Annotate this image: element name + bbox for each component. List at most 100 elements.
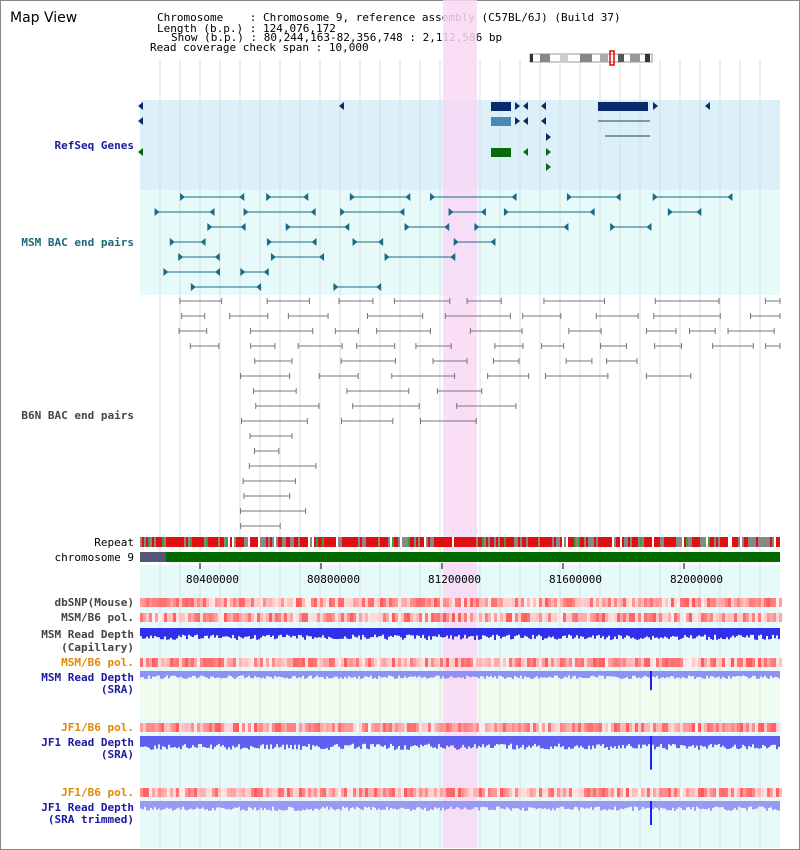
read-depth-bar <box>406 801 408 809</box>
label-dbsnp[interactable]: dbSNP(Mouse) <box>54 596 134 609</box>
read-depth-bar <box>674 801 676 811</box>
read-depth-bar <box>708 628 710 637</box>
pol-strip-cell <box>293 658 296 667</box>
read-depth-bar <box>706 628 708 640</box>
read-depth-bar <box>408 801 410 809</box>
read-depth-bar <box>702 628 704 637</box>
msm-bac-end <box>696 208 702 216</box>
read-depth-bar <box>488 671 490 677</box>
pol-strip-cell <box>389 613 392 622</box>
label-msm-b6-pol-2[interactable]: MSM/B6 pol. <box>61 656 134 669</box>
repeat-segment <box>414 537 416 547</box>
pol-strip-cell <box>779 598 782 607</box>
msm-bac-track[interactable] <box>154 193 733 291</box>
read-depth-bar <box>700 628 702 637</box>
repeat-segment <box>268 537 270 547</box>
pol-strip-cell <box>425 658 428 667</box>
label-msm-bac[interactable]: MSM BAC end pairs <box>21 236 134 249</box>
label-msm-depth-cap[interactable]: MSM Read Depth <box>41 628 134 641</box>
pol-strip-cell <box>212 613 215 622</box>
read-depth-bar <box>236 671 238 678</box>
pol-strip-cell <box>503 723 506 732</box>
variation-tracks[interactable] <box>140 598 782 825</box>
read-depth-bar <box>526 628 528 637</box>
ideogram-band <box>560 54 568 62</box>
pol-strip-cell <box>215 723 218 732</box>
chromosome-ideogram[interactable] <box>529 50 653 66</box>
pol-strip-cell <box>557 598 560 607</box>
read-depth-bar <box>454 801 456 809</box>
read-depth-bar <box>304 671 306 679</box>
read-depth-bar <box>516 801 518 809</box>
read-depth-bar <box>636 736 638 749</box>
read-depth-bar <box>490 736 492 748</box>
repeat-segment <box>576 537 578 547</box>
read-depth-bar <box>752 671 754 676</box>
b6n-bac-track[interactable] <box>178 298 781 529</box>
label-jf1-b6-pol-1[interactable]: JF1/B6 pol. <box>61 721 134 734</box>
pol-strip-cell <box>635 658 638 667</box>
read-depth-bar <box>140 801 142 809</box>
repeat-segment <box>400 537 402 547</box>
read-depth-bar <box>538 628 540 635</box>
repeat-segment <box>224 537 226 547</box>
label-chromosome[interactable]: chromosome 9 <box>54 551 134 564</box>
label-repeat[interactable]: Repeat <box>94 536 134 549</box>
label-b6n-bac[interactable]: B6N BAC end pairs <box>21 409 134 422</box>
read-depth-bar <box>740 671 742 677</box>
read-depth-bar <box>150 801 152 809</box>
pol-strip-cell <box>380 598 383 607</box>
repeat-track[interactable] <box>140 537 780 547</box>
pol-strip-cell <box>710 613 713 622</box>
read-depth-bar <box>268 628 270 635</box>
read-depth-bar <box>604 671 606 679</box>
read-depth-bar <box>542 671 544 678</box>
read-depth-bar <box>572 736 574 749</box>
pol-strip-cell <box>551 723 554 732</box>
read-depth-bar <box>560 801 562 807</box>
label-msm-b6-pol-1[interactable]: MSM/B6 pol. <box>61 611 134 624</box>
pol-strip-cell <box>194 723 197 732</box>
repeat-segment <box>148 537 150 547</box>
repeat-segment <box>428 537 430 547</box>
label-jf1-depth-sra[interactable]: JF1 Read Depth <box>41 736 134 749</box>
read-depth-bar <box>596 736 598 745</box>
pol-strip-cell <box>299 658 302 667</box>
pol-strip-cell <box>404 658 407 667</box>
pol-strip-cell <box>680 658 683 667</box>
repeat-segment <box>766 537 768 547</box>
pol-strip-cell <box>368 723 371 732</box>
read-depth-bar <box>416 671 418 678</box>
pol-strip-cell <box>176 723 179 732</box>
read-depth-bar <box>670 628 672 637</box>
read-depth-bar <box>174 671 176 676</box>
label-jf1-b6-pol-2[interactable]: JF1/B6 pol. <box>61 786 134 799</box>
label-msm-depth-sra[interactable]: MSM Read Depth <box>41 671 134 684</box>
pol-strip-cell <box>644 598 647 607</box>
pol-strip-cell <box>704 723 707 732</box>
msm-bac-end <box>667 208 673 216</box>
chromosome-bar[interactable] <box>140 552 780 562</box>
pol-strip-cell <box>350 658 353 667</box>
read-depth-bar <box>612 736 614 749</box>
repeat-segment <box>718 537 720 547</box>
repeat-segment <box>586 537 588 547</box>
pol-strip-cell <box>545 613 548 622</box>
read-depth-bar <box>170 801 172 809</box>
read-depth-bar <box>486 801 488 808</box>
repeat-segment <box>362 537 364 547</box>
read-depth-bar <box>606 801 608 811</box>
read-depth-bar <box>482 628 484 636</box>
repeat-segment <box>306 537 308 547</box>
refseq-genes-track[interactable] <box>138 102 710 171</box>
pol-strip-cell <box>158 723 161 732</box>
pol-strip-cell <box>605 613 608 622</box>
label-jf1-depth-trim[interactable]: JF1 Read Depth <box>41 801 134 814</box>
pol-strip-cell <box>218 598 221 607</box>
read-depth-bar <box>488 628 490 638</box>
pol-strip-cell <box>185 658 188 667</box>
pol-strip-cell <box>518 598 521 607</box>
label-refseq-genes[interactable]: RefSeq Genes <box>54 139 134 152</box>
pol-strip-cell <box>302 613 305 622</box>
